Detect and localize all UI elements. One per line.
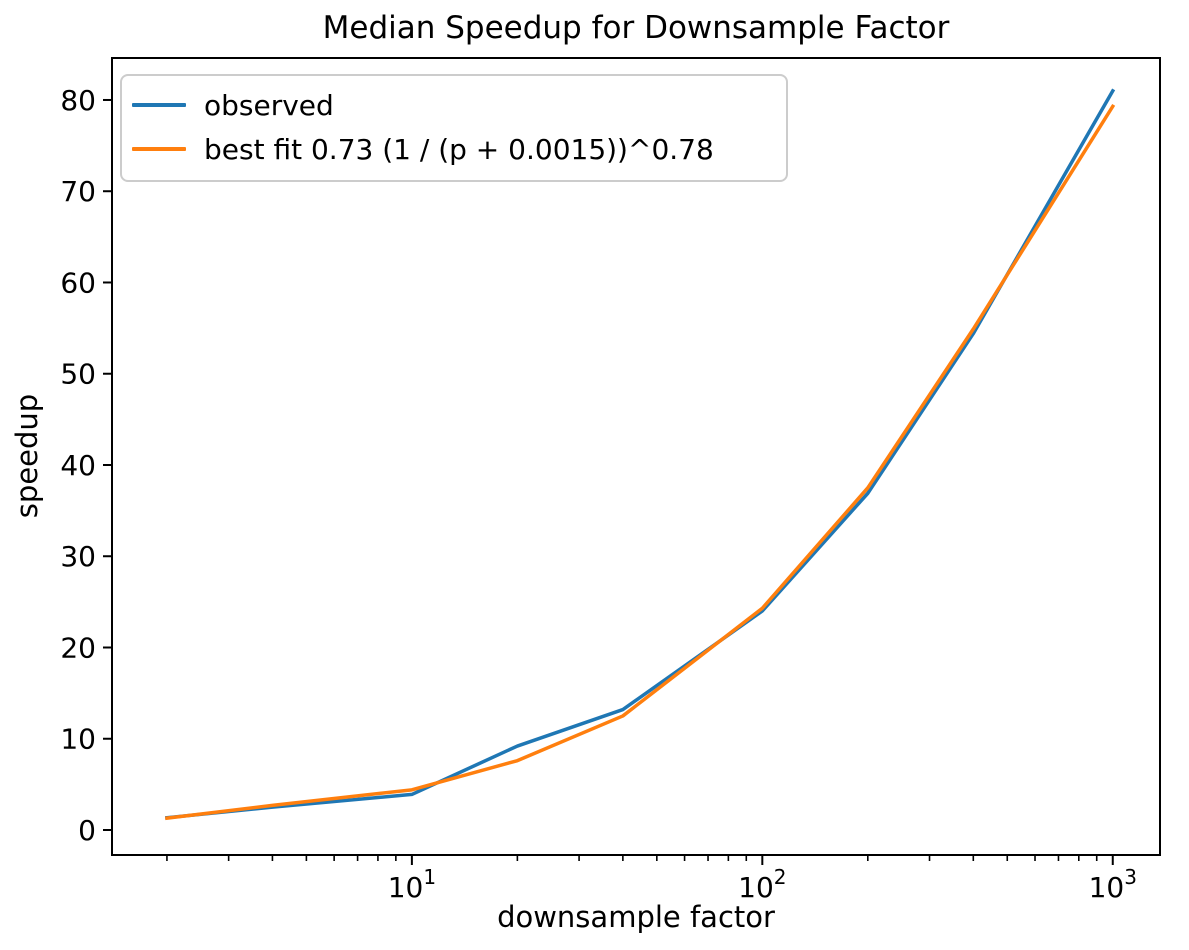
series-line-best-fit (164, 103, 1116, 821)
legend-label-best-fit: best fit 0.73 (1 / (p + 0.0015))^0.78 (204, 132, 714, 166)
y-tick-label: 50 (60, 358, 96, 391)
y-tick-label: 80 (60, 84, 96, 117)
x-axis: 101 102 103 (388, 855, 1137, 904)
y-tick-label: 40 (60, 449, 96, 482)
series-line-observed (165, 88, 1116, 820)
axes-spines (111, 57, 1161, 856)
y-tick-label: 30 (60, 540, 96, 573)
y-tick-label: 70 (60, 175, 96, 208)
legend-item-best-fit: best fit 0.73 (1 / (p + 0.0015))^0.78 (132, 127, 774, 171)
x-tick-label: 102 (738, 865, 786, 904)
chart-title: Median Speedup for Downsample Factor (322, 10, 950, 46)
y-tick-label: 60 (60, 266, 96, 299)
x-tick-label: 101 (388, 865, 436, 904)
x-axis-label: downsample factor (497, 900, 775, 934)
y-axis: 0 10 20 30 40 50 60 70 80 (60, 84, 112, 847)
y-tick-label: 10 (60, 723, 96, 756)
legend-line-observed-icon (132, 102, 186, 108)
y-tick-label: 0 (78, 814, 96, 847)
y-axis-label: speedup (10, 393, 44, 519)
y-tick-label: 20 (60, 631, 96, 664)
x-axis-minor-ticks (166, 855, 1098, 861)
legend: observed best fit 0.73 (1 / (p + 0.0015)… (120, 74, 788, 182)
legend-item-observed: observed (132, 83, 774, 127)
legend-label-observed: observed (204, 88, 334, 122)
x-tick-label: 103 (1089, 865, 1137, 904)
legend-line-best-fit-icon (132, 146, 186, 152)
